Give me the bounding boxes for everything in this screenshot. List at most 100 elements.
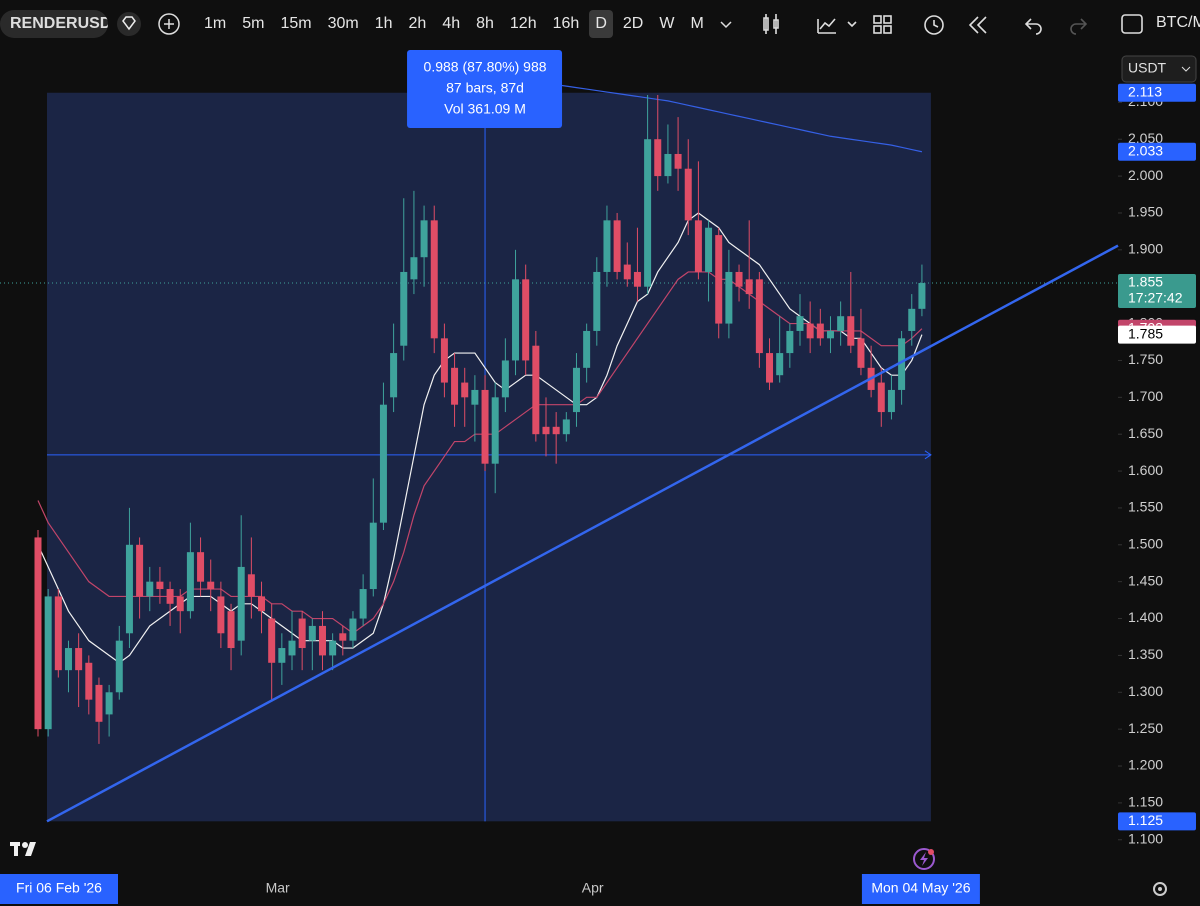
- candle-body: [501, 360, 509, 398]
- price-axis-bg: [1118, 48, 1200, 872]
- candle-body: [705, 227, 713, 272]
- tool-icons[interactable]: [756, 9, 1156, 39]
- candle-body: [877, 382, 885, 413]
- candle-body: [410, 257, 418, 280]
- measure-box: [47, 92, 931, 822]
- candle-body: [400, 271, 408, 346]
- tv-logo: [10, 842, 36, 856]
- candle-body: [166, 589, 174, 604]
- currency: USDT: [1128, 60, 1167, 76]
- candle-body: [54, 596, 62, 671]
- x-tick-label: Mar: [266, 880, 290, 896]
- candle-body: [532, 345, 540, 435]
- chevron[interactable]: [716, 14, 736, 34]
- candle-body: [603, 220, 611, 272]
- diamond-icon[interactable]: [114, 9, 144, 39]
- candle-body: [258, 596, 266, 612]
- arrow-head: [924, 450, 932, 460]
- y-tick-label: 1.150: [1128, 794, 1163, 810]
- candle-body: [156, 581, 164, 590]
- x-tick-label: Fri 06 Feb '26: [16, 880, 102, 896]
- countdown: 17:27:42: [1128, 290, 1183, 306]
- measure-tooltip: [407, 50, 563, 128]
- time-badge: [0, 874, 118, 904]
- price-badge: [1118, 142, 1196, 161]
- candle-body: [207, 581, 215, 590]
- settings-icon[interactable]: [1153, 882, 1167, 896]
- candle-body: [522, 279, 530, 361]
- y-tick-label: 1.550: [1128, 499, 1163, 515]
- candle-body: [308, 625, 316, 641]
- candle-body: [908, 308, 916, 331]
- interval[interactable]: 2D: [622, 15, 644, 32]
- interval[interactable]: 8h: [476, 15, 494, 32]
- candle-body: [542, 426, 550, 435]
- candle-body: [461, 382, 469, 398]
- interval[interactable]: 2h: [408, 15, 427, 32]
- interval[interactable]: 15m: [280, 15, 312, 32]
- interval[interactable]: W: [659, 15, 675, 32]
- candle-body: [125, 544, 133, 634]
- interval[interactable]: 16h: [552, 15, 580, 32]
- candle-body: [440, 338, 448, 383]
- candle-body: [684, 168, 692, 221]
- candle-body: [186, 552, 194, 612]
- moving-average: [556, 84, 923, 153]
- interval[interactable]: 5m: [242, 15, 265, 32]
- y-tick-label: 2.000: [1128, 167, 1163, 183]
- symbol[interactable]: RENDERUSD: [0, 10, 108, 38]
- x-tick-label: Apr: [582, 880, 604, 896]
- candle-body: [633, 271, 641, 287]
- candle-body: [349, 618, 357, 641]
- moving-average: [37, 271, 923, 635]
- measure-text: Vol 361.09 M: [444, 101, 526, 117]
- moving-average: [37, 212, 923, 664]
- candle-body: [318, 625, 326, 656]
- y-tick-label: 1.100: [1128, 830, 1163, 846]
- candle-body: [268, 618, 276, 663]
- candle-body: [654, 139, 662, 177]
- candle-body: [593, 271, 601, 331]
- interval[interactable]: 30m: [327, 15, 359, 32]
- y-tick-label: 1.700: [1128, 388, 1163, 404]
- candle-body: [44, 596, 52, 730]
- interval[interactable]: 12h: [509, 15, 537, 32]
- lightning-icon[interactable]: [913, 848, 935, 870]
- candle-body: [816, 323, 824, 339]
- usdt-select[interactable]: USDT: [1121, 55, 1197, 83]
- candle-body: [572, 367, 580, 413]
- measure-text: 87 bars, 87d: [446, 80, 524, 96]
- candle-body: [694, 220, 702, 272]
- candle-body: [227, 611, 235, 649]
- interval[interactable]: 1h: [374, 15, 393, 32]
- candle-body: [247, 574, 255, 597]
- candle-body: [898, 338, 906, 390]
- candle-body: [197, 552, 205, 582]
- candle-body: [379, 404, 387, 523]
- candle-body: [623, 264, 631, 280]
- interval[interactable]: 1m: [204, 15, 227, 32]
- candle-body: [837, 316, 845, 331]
- candle-body: [95, 684, 103, 722]
- y-tick-label: 1.200: [1128, 757, 1163, 773]
- candle-body: [512, 279, 520, 361]
- candle-body: [725, 271, 733, 324]
- candle-body: [715, 235, 723, 324]
- candle-body: [664, 153, 672, 177]
- add-icon[interactable]: [154, 9, 184, 39]
- candle-body: [552, 426, 560, 435]
- candle-body: [115, 640, 123, 693]
- candle-body: [745, 279, 753, 295]
- candle-body: [298, 618, 306, 649]
- y-tick-label: 1.400: [1128, 609, 1163, 625]
- candle-body: [34, 537, 42, 730]
- price-badge: [1118, 325, 1196, 344]
- interval[interactable]: M: [690, 15, 704, 32]
- interval[interactable]: D: [589, 10, 613, 38]
- y-tick-label: 1.750: [1128, 351, 1163, 367]
- candle-body: [329, 640, 337, 656]
- candle-body: [796, 316, 804, 331]
- interval[interactable]: 4h: [442, 15, 461, 32]
- compare-symbol[interactable]: BTC/M: [1156, 14, 1200, 31]
